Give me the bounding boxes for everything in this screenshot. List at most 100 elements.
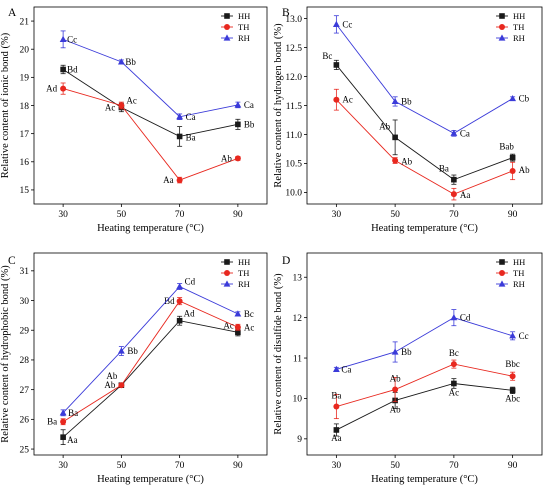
series-th: Ba Ab Bc Bbc [331, 348, 520, 420]
data-label: Aa [460, 190, 471, 200]
y-tick-label: 28 [20, 356, 30, 366]
series-th: Ac Ab Aa Ab [333, 88, 530, 201]
series-line [336, 317, 513, 370]
data-label: Ad [46, 84, 57, 94]
legend-entry: HH [513, 11, 525, 21]
data-label: Ab [221, 153, 232, 163]
y-tick-label: 13.0 [285, 15, 302, 25]
y-tick-label: 11 [293, 354, 302, 364]
chart-panel-a: 30 50 70 90 15 16 17 18 19 20 21 Heating temperatur… [0, 6, 268, 234]
x-tick-label: 70 [449, 461, 459, 471]
panel-label: C [8, 255, 16, 267]
y-axis-label: Relative content of hydrophobic bond (%) [0, 265, 11, 443]
data-label: Ca [460, 128, 470, 138]
x-tick-label: 70 [449, 210, 459, 220]
legend-entry: HH [513, 257, 525, 267]
data-label: Ac [223, 320, 234, 330]
data-point [60, 418, 67, 425]
data-label: Aa [331, 433, 342, 443]
y-tick-label: 19 [20, 74, 30, 84]
x-tick-label: 30 [332, 210, 342, 220]
legend-marker [499, 13, 505, 19]
data-label: Bc [449, 348, 459, 358]
y-tick-label: 25 [20, 445, 30, 455]
legend-marker [224, 13, 230, 19]
data-point [333, 403, 340, 410]
data-point [235, 329, 241, 336]
x-tick-label: 90 [508, 461, 518, 471]
y-axis-label: Relative content of disulfide bond (%) [273, 273, 284, 435]
series-hh: Bd Ac Ba Bb [60, 64, 255, 147]
series-line [62, 320, 238, 438]
legend-entry: TH [513, 268, 524, 278]
data-label: Ba [331, 391, 341, 401]
legend-entry: RH [513, 33, 525, 43]
data-label: Aa [163, 175, 174, 185]
data-point [509, 387, 516, 394]
x-tick-label: 50 [390, 461, 400, 471]
x-tick-label: 90 [233, 210, 243, 220]
data-point [509, 167, 516, 174]
data-label: Bb [401, 96, 412, 106]
x-tick-label: 30 [332, 461, 342, 471]
chart-panel-b: 30 50 70 90 10.0 10.5 11.0 11.5 12.0 12.5 13.0 Heat… [273, 6, 543, 234]
data-label: Cb [519, 94, 530, 104]
data-label: Ac [244, 322, 255, 332]
data-label: Ba [186, 132, 196, 142]
data-point [392, 386, 399, 393]
data-point [118, 102, 125, 109]
x-tick-label: 90 [233, 461, 243, 471]
x-tick-label: 70 [175, 210, 185, 220]
legend-entry: TH [238, 268, 249, 278]
data-point [392, 134, 398, 141]
y-tick-label: 27 [20, 386, 30, 396]
data-point [509, 373, 516, 380]
data-label: Bb [401, 347, 412, 357]
data-point [451, 380, 457, 387]
series-rh: Ba Bb Cd Bc [59, 277, 254, 418]
data-label: Cd [460, 313, 471, 323]
x-axis-label: Heating temperature (°C) [371, 223, 478, 234]
data-point [451, 176, 457, 183]
data-label: Bd [67, 64, 78, 74]
series-line [62, 38, 238, 118]
legend-marker [499, 270, 505, 276]
legend-marker [224, 270, 230, 276]
chart-panel-c: 30 50 70 90 25 26 27 28 29 30 31 Heating temperatur… [0, 252, 268, 485]
data-label: Ab [379, 121, 390, 131]
data-label: Ba [439, 164, 449, 174]
series-rh: Cc Bb Ca Cb [332, 15, 530, 138]
data-point [176, 317, 183, 324]
data-point [60, 66, 66, 73]
data-point [176, 113, 184, 120]
data-label: Cc [519, 331, 529, 341]
series-line [336, 383, 513, 431]
data-point [391, 348, 399, 355]
data-label: Ac [105, 102, 116, 112]
data-label: Ca [244, 100, 254, 110]
series-line [336, 99, 513, 195]
data-label: Bc [244, 309, 254, 319]
legend-marker [499, 259, 505, 265]
data-label: Ab [106, 371, 117, 381]
data-point [117, 58, 125, 65]
x-axis-label: Heating temperature (°C) [97, 474, 204, 485]
data-label: Ac [342, 95, 353, 105]
x-tick-label: 50 [390, 210, 400, 220]
data-point [509, 154, 516, 161]
panel-label: D [282, 255, 290, 267]
data-point [59, 409, 67, 416]
data-point [234, 101, 242, 108]
data-point [59, 35, 67, 42]
data-label: Cd [185, 277, 196, 287]
data-point [509, 94, 517, 102]
legend-marker [498, 280, 506, 287]
y-tick-label: 20 [20, 46, 30, 56]
y-tick-label: 10 [293, 395, 303, 405]
data-label: Bc [322, 51, 332, 61]
x-tick-label: 70 [175, 461, 185, 471]
